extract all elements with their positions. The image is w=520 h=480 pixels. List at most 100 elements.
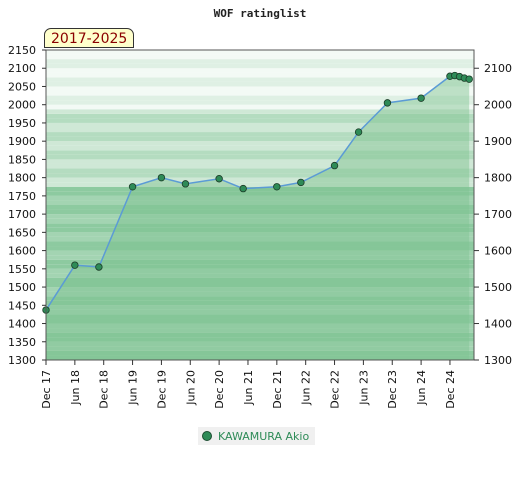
x-tick-label: Dec 20: [213, 370, 226, 409]
y-tick-label-left: 1450: [8, 299, 36, 312]
x-tick-label: Jun 20: [184, 370, 197, 406]
band: [46, 227, 474, 233]
date-range-badge: 2017-2025: [44, 28, 135, 48]
data-point[interactable]: [181, 180, 190, 188]
band: [46, 246, 474, 251]
band: [46, 291, 474, 297]
y-tick-label-left: 1850: [8, 153, 36, 166]
band: [46, 95, 474, 101]
band: [46, 287, 474, 292]
band: [46, 318, 474, 324]
band: [46, 63, 474, 69]
y-tick-label-left: 1700: [8, 208, 36, 221]
band: [46, 282, 474, 288]
band: [46, 309, 474, 315]
band: [46, 223, 474, 228]
y-tick-label-left: 1600: [8, 245, 36, 258]
y-tick-label-right: 1300: [484, 354, 512, 367]
data-point[interactable]: [330, 161, 339, 170]
band: [46, 54, 474, 60]
y-tick-label-left: 1950: [8, 117, 36, 130]
y-tick-label-right: 1400: [484, 318, 512, 331]
band: [46, 136, 474, 142]
band: [46, 241, 474, 247]
band: [46, 314, 474, 319]
y-tick-label-right: 2000: [484, 99, 512, 112]
x-tick-label: Jun 23: [357, 370, 370, 406]
band: [46, 177, 474, 183]
band: [46, 154, 474, 160]
band: [46, 355, 474, 360]
plot-frame: [45, 49, 475, 361]
data-point[interactable]: [157, 173, 166, 182]
band: [46, 104, 474, 110]
y-tick-label-left: 1300: [8, 354, 36, 367]
data-point[interactable]: [465, 75, 473, 83]
band: [46, 328, 474, 333]
y-tick-label-left: 2150: [8, 44, 36, 57]
band: [46, 350, 474, 356]
band: [46, 122, 474, 128]
x-tick-label: Dec 24: [444, 370, 457, 409]
y-tick-label-right: 1700: [484, 208, 512, 221]
x-tick-label: Jun 21: [242, 370, 255, 406]
band: [46, 346, 474, 351]
band: [46, 332, 474, 338]
band: [46, 305, 474, 310]
x-tick-label: Dec 22: [329, 370, 342, 409]
band: [46, 323, 474, 329]
data-point[interactable]: [297, 178, 305, 187]
x-tick-label: Jun 19: [127, 370, 140, 406]
band: [46, 182, 474, 187]
y-tick-label-right: 1900: [484, 135, 512, 148]
x-tick-label: Dec 19: [155, 370, 168, 409]
x-tick-label: Dec 18: [98, 370, 111, 409]
legend-marker: [202, 431, 212, 441]
data-point[interactable]: [128, 183, 137, 191]
data-point[interactable]: [383, 99, 392, 107]
band: [46, 264, 474, 269]
band: [46, 91, 474, 96]
band: [46, 113, 474, 119]
band: [46, 300, 474, 306]
y-tick-label-right: 1600: [484, 245, 512, 258]
band: [46, 168, 474, 174]
legend-label: KAWAMURA Akio: [218, 429, 310, 443]
band: [46, 100, 474, 105]
band: [46, 163, 474, 169]
band: [46, 296, 474, 301]
y-tick-label-left: 1400: [8, 318, 36, 331]
y-tick-label-left: 1800: [8, 172, 36, 185]
data-point[interactable]: [95, 263, 103, 271]
data-point[interactable]: [71, 261, 79, 269]
band: [46, 250, 474, 256]
chart-title: WOF ratinglist: [214, 7, 307, 20]
data-point[interactable]: [417, 94, 425, 102]
data-point[interactable]: [239, 184, 247, 193]
data-point[interactable]: [215, 175, 223, 183]
band: [46, 341, 474, 347]
y-tick-label-left: 2100: [8, 62, 36, 75]
band: [46, 218, 474, 224]
band: [46, 118, 474, 123]
x-tick-label: Jun 24: [415, 370, 428, 406]
band: [46, 109, 474, 114]
band: [46, 86, 474, 92]
band: [46, 132, 474, 137]
x-tick-label: Dec 23: [386, 370, 399, 409]
y-tick-label-right: 1500: [484, 281, 512, 294]
band: [46, 81, 474, 87]
legend[interactable]: KAWAMURA Akio: [198, 427, 316, 445]
band: [46, 232, 474, 237]
y-tick-label-left: 1650: [8, 226, 36, 239]
series-area: [46, 75, 470, 360]
x-tick-label: Dec 17: [40, 370, 53, 409]
data-point[interactable]: [354, 128, 363, 136]
data-point[interactable]: [273, 183, 281, 191]
band: [46, 191, 474, 196]
background-bands: [46, 50, 474, 360]
x-tick-label: Jun 18: [69, 370, 82, 406]
y-tick-label-left: 1550: [8, 263, 36, 276]
